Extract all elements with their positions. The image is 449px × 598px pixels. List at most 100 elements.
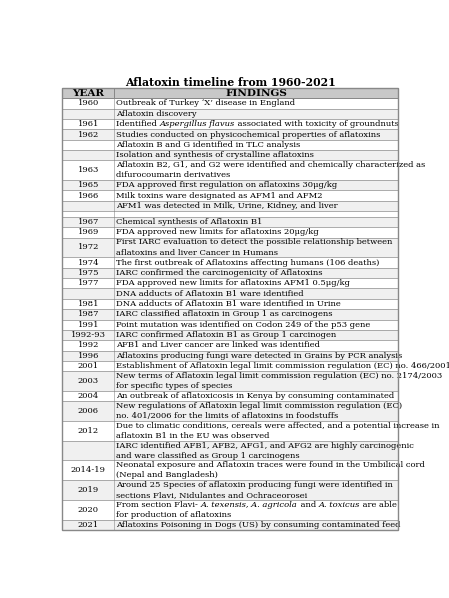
Text: Aspergillus flavus: Aspergillus flavus <box>160 120 235 128</box>
Bar <box>62 371 398 391</box>
Text: 1966: 1966 <box>78 192 99 200</box>
Text: 1992: 1992 <box>78 341 99 349</box>
Text: Aflatoxin discovery: Aflatoxin discovery <box>116 110 197 118</box>
Text: Aflatoxins Poisoning in Dogs (US) by consuming contaminated feed: Aflatoxins Poisoning in Dogs (US) by con… <box>116 521 401 529</box>
Text: 2012: 2012 <box>78 427 99 435</box>
Bar <box>62 299 398 309</box>
Text: 1969: 1969 <box>78 228 99 236</box>
Bar <box>62 319 398 330</box>
Text: 1962: 1962 <box>78 130 99 139</box>
Text: (Nepal and Bangladesh): (Nepal and Bangladesh) <box>116 471 218 480</box>
Bar <box>62 309 398 319</box>
Text: 2020: 2020 <box>78 506 99 514</box>
Bar <box>62 257 398 268</box>
Bar <box>62 88 398 98</box>
Bar <box>62 391 398 401</box>
Text: 2003: 2003 <box>78 377 99 385</box>
Text: 1981: 1981 <box>78 300 99 308</box>
Text: 2021: 2021 <box>78 521 99 529</box>
Bar <box>62 421 398 441</box>
Text: 1996: 1996 <box>78 352 99 360</box>
Bar <box>62 119 398 129</box>
Text: Aflatoxin B2, G1, and G2 were identified and chemically characterized as: Aflatoxin B2, G1, and G2 were identified… <box>116 161 426 169</box>
Text: FDA approved first regulation on aflatoxins 30μg/kg: FDA approved first regulation on aflatox… <box>116 181 338 190</box>
Text: Identified: Identified <box>116 120 160 128</box>
Text: are able: are able <box>360 501 397 508</box>
Text: Studies conducted on physicochemical properties of aflatoxins: Studies conducted on physicochemical pro… <box>116 130 381 139</box>
Bar <box>62 268 398 278</box>
Bar <box>62 150 398 160</box>
Text: From section Flavi-: From section Flavi- <box>116 501 201 508</box>
Text: and ware classified as Group 1 carcinogens: and ware classified as Group 1 carcinoge… <box>116 451 300 460</box>
Text: 1965: 1965 <box>78 181 99 190</box>
Text: FINDINGS: FINDINGS <box>225 89 287 97</box>
Bar <box>62 191 398 201</box>
Text: 1992-93: 1992-93 <box>71 331 106 339</box>
Text: sections Flavi, Nidulantes and Ochraceorosei: sections Flavi, Nidulantes and Ochraceor… <box>116 491 308 499</box>
Bar <box>62 227 398 237</box>
Text: Isolation and synthesis of crystalline aflatoxins: Isolation and synthesis of crystalline a… <box>116 151 314 159</box>
Text: Aflatoxin B and G identified in TLC analysis: Aflatoxin B and G identified in TLC anal… <box>116 141 301 149</box>
Text: 1974: 1974 <box>78 258 99 267</box>
Bar <box>62 129 398 140</box>
Text: FDA approved new limits for aflatoxins 20μg/kg: FDA approved new limits for aflatoxins 2… <box>116 228 319 236</box>
Text: 1960: 1960 <box>78 99 99 108</box>
Text: 2014-19: 2014-19 <box>71 466 106 474</box>
Text: 1977: 1977 <box>78 279 99 287</box>
Bar <box>62 340 398 350</box>
Bar <box>62 237 398 257</box>
Bar <box>62 180 398 191</box>
Text: DNA adducts of Aflatoxin B1 ware identified: DNA adducts of Aflatoxin B1 ware identif… <box>116 289 304 298</box>
Text: IARC confirmed the carcinogenicity of Aflatoxins: IARC confirmed the carcinogenicity of Af… <box>116 269 323 277</box>
Text: for production of aflatoxins: for production of aflatoxins <box>116 511 232 519</box>
Bar <box>62 217 398 227</box>
Bar <box>62 441 398 460</box>
Text: 1975: 1975 <box>78 269 99 277</box>
Text: 2006: 2006 <box>78 407 99 415</box>
Text: New regulations of Aflatoxin legal limit commission regulation (EC): New regulations of Aflatoxin legal limit… <box>116 402 403 410</box>
Text: The first outbreak of Aflatoxins affecting humans (106 deaths): The first outbreak of Aflatoxins affecti… <box>116 258 380 267</box>
Text: aflatoxins and liver Cancer in Humans: aflatoxins and liver Cancer in Humans <box>116 249 278 257</box>
Bar <box>62 361 398 371</box>
Text: 1991: 1991 <box>78 321 99 329</box>
Text: Outbreak of Turkey ‘X’ disease in England: Outbreak of Turkey ‘X’ disease in Englan… <box>116 99 295 108</box>
Text: IARC identified AFB1, AFB2, AFG1, and AFG2 are highly carcinogenic: IARC identified AFB1, AFB2, AFG1, and AF… <box>116 441 414 450</box>
Bar <box>62 211 398 217</box>
Bar <box>62 288 398 299</box>
Text: A. toxicus: A. toxicus <box>319 501 360 508</box>
Bar <box>62 109 398 119</box>
Text: Point mutation was identified on Codon 249 of the p53 gene: Point mutation was identified on Codon 2… <box>116 321 371 329</box>
Text: Chemical synthesis of Aflatoxin B1: Chemical synthesis of Aflatoxin B1 <box>116 218 263 226</box>
Text: Establishment of Aflatoxin legal limit commission regulation (EC) no. 466/2001: Establishment of Aflatoxin legal limit c… <box>116 362 449 370</box>
Text: 1967: 1967 <box>78 218 99 226</box>
Bar <box>62 140 398 150</box>
Text: IARC classified aflatoxin in Group 1 as carcinogens: IARC classified aflatoxin in Group 1 as … <box>116 310 333 318</box>
Text: Due to climatic conditions, cereals were affected, and a potential increase in: Due to climatic conditions, cereals were… <box>116 422 440 430</box>
Text: difurocoumarin derivatives: difurocoumarin derivatives <box>116 172 231 179</box>
Text: 2019: 2019 <box>78 486 99 494</box>
Bar <box>62 98 398 109</box>
Text: First IARC evaluation to detect the possible relationship between: First IARC evaluation to detect the poss… <box>116 239 393 246</box>
Text: 1961: 1961 <box>78 120 99 128</box>
Text: 2001: 2001 <box>78 362 99 370</box>
Bar <box>62 160 398 180</box>
Text: associated with toxicity of groundnuts: associated with toxicity of groundnuts <box>235 120 399 128</box>
Text: FDA approved new limits for aflatoxins AFM1 0.5μg/kg: FDA approved new limits for aflatoxins A… <box>116 279 351 287</box>
Bar <box>62 201 398 211</box>
Bar <box>62 278 398 288</box>
Text: DNA adducts of Aflatoxin B1 ware identified in Urine: DNA adducts of Aflatoxin B1 ware identif… <box>116 300 341 308</box>
Text: for specific types of species: for specific types of species <box>116 382 233 390</box>
Bar <box>62 350 398 361</box>
Text: YEAR: YEAR <box>72 89 105 97</box>
Bar <box>62 330 398 340</box>
Text: Around 25 Species of aflatoxin producing fungi were identified in: Around 25 Species of aflatoxin producing… <box>116 481 393 489</box>
Text: 1972: 1972 <box>78 243 99 252</box>
Bar <box>62 520 398 530</box>
Text: aflatoxin B1 in the EU was observed: aflatoxin B1 in the EU was observed <box>116 432 270 440</box>
Text: A. texensis, A. agricola: A. texensis, A. agricola <box>201 501 298 508</box>
Text: 1963: 1963 <box>78 166 99 174</box>
Bar <box>62 480 398 500</box>
Text: Neonatal exposure and Aflatoxin traces were found in the Umbilical cord: Neonatal exposure and Aflatoxin traces w… <box>116 461 425 469</box>
Bar <box>62 401 398 421</box>
Text: no. 401/2006 for the limits of aflatoxins in foodstuffs: no. 401/2006 for the limits of aflatoxin… <box>116 413 339 420</box>
